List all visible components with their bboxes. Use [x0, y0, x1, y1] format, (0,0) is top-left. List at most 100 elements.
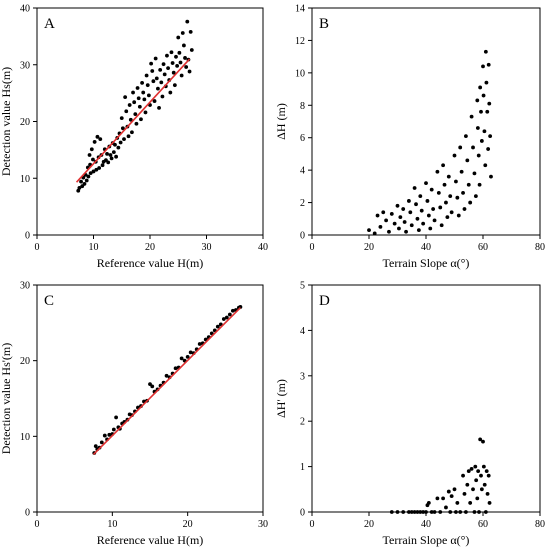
- data-point: [418, 510, 423, 514]
- x-tick-label: 60: [478, 519, 488, 530]
- x-axis-label: Terrain Slope α(°): [383, 533, 470, 547]
- data-point: [476, 469, 481, 474]
- data-point: [161, 62, 166, 67]
- data-point: [464, 510, 468, 514]
- data-point: [143, 110, 148, 115]
- data-point: [392, 221, 397, 226]
- data-point: [151, 79, 156, 84]
- y-tick-label: 1: [300, 462, 305, 473]
- data-point: [484, 80, 489, 85]
- data-point: [120, 126, 125, 131]
- data-point: [471, 145, 475, 150]
- data-point: [444, 505, 448, 510]
- data-point: [91, 169, 96, 174]
- data-point: [436, 190, 441, 195]
- data-point: [134, 121, 139, 126]
- data-point: [409, 510, 414, 514]
- x-tick-label: 20: [183, 519, 193, 530]
- data-point: [124, 109, 129, 114]
- data-point: [435, 496, 440, 501]
- data-point: [426, 213, 431, 218]
- data-point: [407, 199, 411, 203]
- data-point: [188, 350, 193, 355]
- data-point: [476, 153, 481, 158]
- data-point: [401, 510, 406, 514]
- data-point: [481, 64, 485, 69]
- y-tick-label: 30: [20, 281, 30, 292]
- data-point: [175, 63, 180, 68]
- data-point: [446, 174, 451, 179]
- x-tick-label: 40: [421, 242, 431, 253]
- y-axis-label: ΔH (m): [274, 103, 288, 140]
- data-point: [135, 86, 140, 90]
- y-tick-label: 40: [20, 4, 30, 15]
- y-tick-label: 0: [300, 508, 305, 519]
- data-point: [173, 366, 178, 371]
- data-point: [165, 53, 169, 58]
- data-point: [221, 317, 226, 321]
- data-point: [441, 163, 445, 168]
- data-point: [108, 153, 113, 157]
- data-point: [119, 116, 124, 120]
- data-point: [452, 153, 457, 158]
- y-tick-label: 14: [295, 4, 305, 15]
- data-point: [94, 167, 99, 172]
- y-tick-label: 0: [25, 508, 30, 519]
- data-point: [438, 510, 443, 514]
- data-point: [384, 218, 388, 223]
- y-tick-label: 3: [300, 371, 305, 382]
- data-point: [469, 466, 474, 471]
- data-point: [127, 103, 132, 107]
- data-point: [180, 31, 185, 35]
- data-point: [367, 228, 371, 233]
- data-point: [150, 69, 155, 73]
- data-point: [179, 356, 184, 361]
- plot-frame: [311, 284, 541, 513]
- data-point: [425, 199, 430, 203]
- data-point: [97, 166, 102, 170]
- data-point: [88, 171, 93, 176]
- data-point: [184, 65, 189, 69]
- y-tick-label: 2: [300, 417, 305, 428]
- data-point: [466, 182, 471, 187]
- panel-a: 0 10 20 30 40 0 10 20 30 40 Reference value H(m) De…: [0, 4, 268, 271]
- data-point: [100, 163, 105, 168]
- x-tick-label: 80: [535, 519, 545, 530]
- data-point: [224, 315, 229, 320]
- data-point: [407, 510, 411, 514]
- data-point: [171, 70, 176, 75]
- data-point: [454, 179, 458, 184]
- data-point: [455, 195, 460, 200]
- data-point: [473, 194, 478, 198]
- data-point: [91, 157, 95, 162]
- data-point: [487, 501, 492, 505]
- data-point: [465, 158, 470, 163]
- data-point: [375, 213, 380, 218]
- x-tick-label: 30: [202, 242, 212, 253]
- y-tick-label: 30: [20, 60, 30, 71]
- data-point: [404, 229, 408, 234]
- x-tick-label: 0: [310, 242, 315, 253]
- data-point: [162, 72, 167, 77]
- data-point: [483, 163, 488, 168]
- data-point: [478, 85, 483, 90]
- data-point: [442, 182, 447, 187]
- data-point: [160, 94, 165, 99]
- data-point: [188, 29, 193, 34]
- x-tick-label: 20: [364, 519, 374, 530]
- data-point: [150, 384, 155, 389]
- data-point: [87, 153, 92, 157]
- data-point: [471, 487, 475, 492]
- data-point: [397, 226, 401, 231]
- x-tick-label: 10: [107, 519, 117, 530]
- data-point: [137, 104, 142, 109]
- data-point: [469, 114, 474, 119]
- data-point: [146, 93, 151, 98]
- panel-letter: B: [319, 16, 329, 32]
- data-point: [169, 50, 174, 55]
- panel-b: 0 20 40 60 80 0 2 4 6 8 10 12 14 Terrain Slope α(°) ΔH…: [274, 4, 545, 271]
- data-point: [418, 194, 423, 198]
- data-point: [79, 179, 83, 184]
- data-point: [98, 137, 103, 141]
